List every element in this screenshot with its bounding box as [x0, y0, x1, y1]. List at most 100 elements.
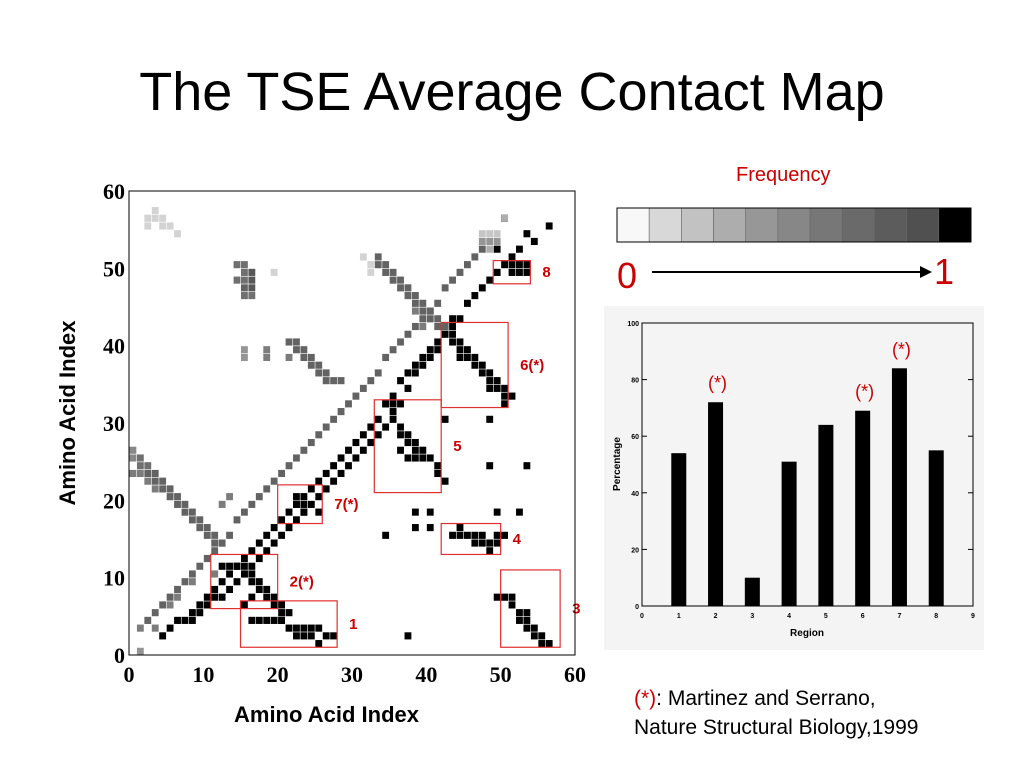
heatmap-cell: [464, 346, 471, 354]
frequency-title: Frequency: [736, 164, 831, 186]
heatmap-cell: [211, 531, 219, 539]
heatmap-cell: [241, 346, 248, 354]
heatmap-cell: [441, 330, 449, 338]
heatmap-cell: [293, 346, 300, 354]
heatmap-cell: [181, 500, 189, 508]
heatmap-cell: [382, 400, 390, 408]
heatmap-cell: [419, 454, 427, 462]
heatmap-cell: [486, 547, 494, 555]
heatmap-cell: [278, 609, 286, 617]
heatmap-cell: [144, 469, 152, 478]
heatmap-cell: [174, 493, 181, 501]
heatmap-cell: [441, 477, 449, 485]
heatmap-cell: [255, 539, 263, 547]
heatmap-cell: [248, 292, 256, 300]
heatmap-cell: [315, 431, 323, 439]
heatmap-cell: [241, 284, 248, 292]
heatmap-cell: [188, 508, 196, 516]
heatmap-cell: [233, 562, 241, 570]
heatmap-cell: [382, 531, 390, 539]
heatmap-cell: [300, 446, 308, 454]
heatmap-cell: [374, 253, 382, 261]
region-label: 2(*): [290, 574, 314, 591]
heatmap-cell: [478, 361, 486, 369]
heatmap-cell: [166, 222, 174, 230]
heatmap-cell: [478, 237, 486, 246]
heatmap-cell: [151, 477, 159, 485]
heatmap-cell: [441, 322, 449, 331]
heatmap-cell: [241, 562, 248, 570]
heatmap-cell: [352, 392, 360, 400]
heatmap-cell: [538, 640, 546, 648]
heatmap-cell: [300, 346, 308, 354]
region-box-7: [277, 484, 323, 525]
heatmap-cell: [404, 292, 412, 300]
heatmap-cell: [248, 562, 256, 570]
heatmap-cell: [367, 377, 375, 385]
heatmap-cell: [397, 338, 404, 346]
heatmap-cell: [285, 609, 293, 617]
heatmap-x-tick: 50: [490, 662, 512, 687]
heatmap-cell: [263, 616, 271, 624]
heatmap-cell: [196, 516, 204, 524]
heatmap-cell: [501, 214, 509, 222]
heatmap-cell: [203, 593, 211, 601]
heatmap-cell: [136, 462, 144, 470]
heatmap-cell: [493, 268, 501, 276]
heatmap-cell: [159, 485, 167, 493]
heatmap-cell: [226, 531, 233, 539]
heatmap-cell: [248, 547, 256, 555]
heatmap-cell: [397, 284, 404, 292]
heatmap-cell: [129, 469, 137, 478]
heatmap-cell: [508, 392, 516, 400]
heatmap-cell: [389, 392, 397, 400]
heatmap-cell: [426, 524, 434, 532]
heatmap-regions: 1 2(*) 3 4 5 6(*) 7(*) 8: [210, 260, 580, 648]
heatmap-cell: [263, 547, 271, 555]
heatmap-cell: [411, 454, 419, 462]
heatmap-cell: [300, 353, 308, 362]
heatmap-cell: [501, 261, 509, 269]
heatmap-cell: [159, 214, 167, 222]
heatmap-cell: [144, 616, 152, 624]
heatmap-cell: [411, 361, 419, 369]
heatmap-cell: [144, 222, 152, 230]
heatmap-y-tick: 30: [103, 411, 125, 436]
heatmap-cell: [545, 640, 553, 648]
heatmap-cell: [471, 539, 479, 547]
heatmap-cell: [151, 624, 159, 632]
heatmap-cell: [248, 616, 256, 624]
heatmap-cell: [248, 593, 256, 601]
heatmap-cell: [136, 624, 144, 632]
region-label: 5: [453, 438, 461, 455]
heatmap-cell: [441, 284, 449, 292]
heatmap-cell: [434, 346, 442, 354]
heatmap-cell: [330, 377, 338, 385]
heatmap-cell: [508, 601, 516, 609]
slide-title: The TSE Average Contact Map: [139, 62, 885, 122]
heatmap-cell: [456, 353, 464, 362]
heatmap-cell: [278, 601, 286, 609]
heatmap-cell: [345, 446, 352, 454]
heatmap-cell: [248, 500, 256, 508]
heatmap-cell: [255, 493, 263, 501]
region-label: 8: [542, 264, 550, 281]
heatmap-cell: [516, 616, 523, 624]
heatmap-cell: [374, 431, 382, 439]
heatmap-cell: [270, 539, 278, 547]
heatmap-cell: [367, 261, 375, 269]
heatmap-cell: [300, 508, 308, 516]
heatmap-cell: [322, 632, 330, 640]
heatmap-cell: [255, 554, 263, 563]
heatmap-cell: [530, 237, 538, 246]
heatmap-x-tick: 20: [267, 662, 289, 687]
heatmap-x-tick: 0: [124, 662, 135, 687]
heatmap-cell: [196, 562, 204, 570]
heatmap-cell: [456, 531, 464, 539]
heatmap-cell: [337, 469, 345, 478]
heatmap-cell: [419, 322, 427, 331]
heatmap-cell: [404, 330, 412, 338]
heatmap-cell: [293, 454, 300, 462]
heatmap-cell: [188, 578, 196, 586]
heatmap-cell: [397, 276, 404, 284]
